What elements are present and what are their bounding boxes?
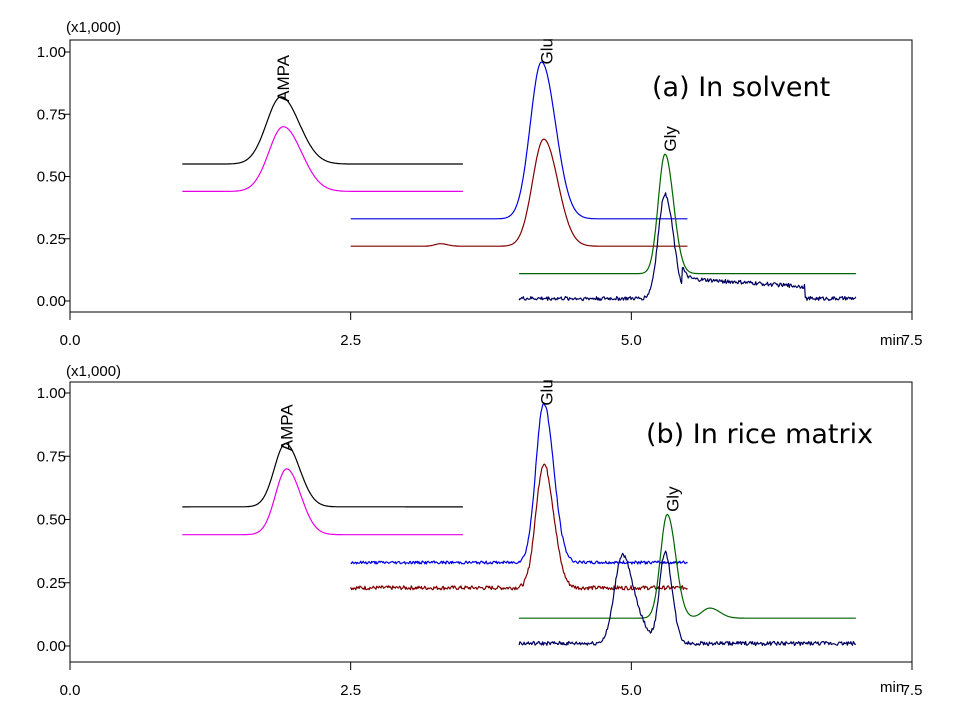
panel-in-rice-matrix: (x1,000) min (b) In rice matrix 0.00 0.25…	[37, 363, 923, 699]
x-tick-label: 2.5	[340, 332, 361, 349]
y-tick-label: 0.50	[37, 169, 66, 186]
trace-line	[182, 443, 463, 508]
x-tick-label: 7.5	[902, 332, 923, 349]
trace-line	[350, 138, 688, 247]
x-tick-label: 5.0	[621, 682, 642, 699]
y-scale-label: (x1,000)	[66, 19, 121, 36]
trace-line	[350, 463, 688, 591]
trace-line	[350, 61, 688, 220]
axis-ticks: 0.00 0.25 0.50 0.75 1.00 0.0 2.5 5.0 7.5	[37, 385, 923, 699]
peak-label-group: AMPA Glu Gly	[277, 379, 682, 512]
trace-group	[182, 61, 857, 302]
y-tick-label: 0.50	[37, 512, 66, 529]
peak-label: AMPA	[277, 404, 296, 452]
panel-in-solvent: (x1,000) min (a) In solvent 0.00 0.25 0.50…	[37, 19, 923, 349]
x-axis-label: min	[880, 679, 904, 696]
trace-line	[350, 402, 688, 565]
peak-label: AMPA	[274, 54, 293, 102]
trace-group	[182, 402, 857, 646]
trace-line	[182, 468, 463, 536]
y-tick-label: 0.00	[37, 293, 66, 310]
y-scale-label: (x1,000)	[66, 363, 121, 380]
trace-line	[519, 513, 856, 619]
trace-line	[519, 153, 856, 275]
y-tick-label: 0.25	[37, 575, 66, 592]
x-tick-label: 7.5	[902, 682, 923, 699]
plot-frame	[69, 381, 913, 663]
y-tick-label: 0.25	[37, 231, 66, 248]
y-tick-label: 1.00	[37, 44, 66, 61]
x-tick-label: 0.0	[60, 332, 81, 349]
panel-title: (b) In rice matrix	[646, 419, 873, 450]
y-tick-label: 0.75	[37, 106, 66, 123]
peak-label: Glu	[538, 379, 557, 405]
x-tick-label: 2.5	[340, 682, 361, 699]
y-tick-label: 1.00	[37, 385, 66, 402]
trace-line	[182, 96, 463, 165]
trace-line	[518, 550, 857, 646]
peak-label-group: AMPA Glu Gly	[274, 38, 680, 152]
y-tick-label: 0.75	[37, 448, 66, 465]
x-tick-label: 5.0	[621, 332, 642, 349]
axis-ticks: 0.00 0.25 0.50 0.75 1.00 0.0 2.5 5.0 7.5	[37, 44, 923, 349]
trace-line	[182, 126, 463, 192]
panel-title: (a) In solvent	[652, 72, 830, 103]
x-tick-label: 0.0	[60, 682, 81, 699]
peak-label: Gly	[663, 486, 682, 512]
y-tick-label: 0.00	[37, 638, 66, 655]
peak-label: Gly	[661, 126, 680, 152]
x-axis-label: min	[880, 332, 904, 349]
peak-label: Glu	[538, 38, 557, 64]
trace-line	[518, 192, 857, 302]
